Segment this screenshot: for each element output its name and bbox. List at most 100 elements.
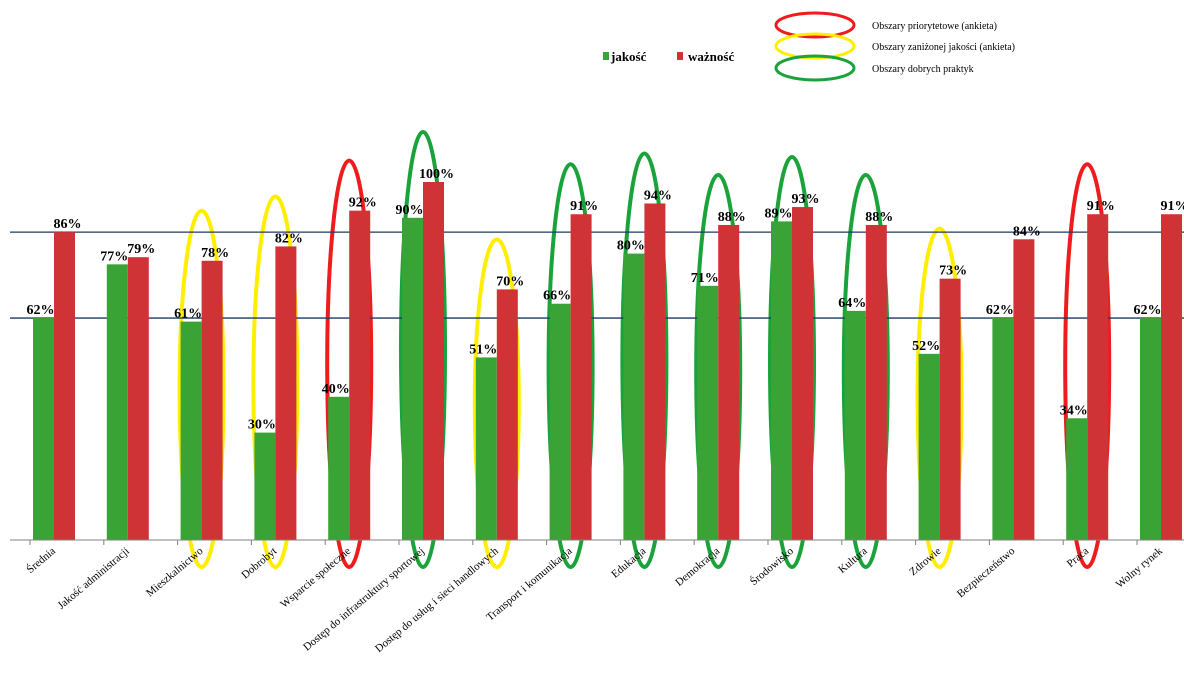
data-label-waznosc-bezpieczenstwo: 84% <box>1013 224 1041 239</box>
bar-waznosc-transport-i-komunikacja <box>570 214 592 540</box>
data-label-jakosc-praca: 34% <box>1060 403 1088 418</box>
legend-oval-green <box>774 54 856 82</box>
category-label-dostep-do-infrastruktury-sportowej: Dostęp do infrastruktury sportowej <box>301 545 427 653</box>
bar-jakosc-dostep-do-infrastruktury-sportowej <box>402 217 423 541</box>
bar-jakosc-dostep-do-uslug-i-sieci-handlowych <box>475 357 497 540</box>
bar-waznosc-jakosc-administracji <box>127 257 149 540</box>
data-label-waznosc-zdrowie: 73% <box>939 264 967 279</box>
bar-waznosc-dostep-do-uslug-i-sieci-handlowych <box>496 289 518 540</box>
category-label-dostep-do-uslug-i-sieci-handlowych: Dostęp do usług i sieci handlowych <box>373 545 501 655</box>
legend-label-waznosc: ważność <box>688 49 734 64</box>
data-label-waznosc-jakosc-administracji: 79% <box>127 242 155 257</box>
legend-swatch-waznosc <box>677 52 683 60</box>
bar-jakosc-jakosc-administracji <box>106 264 128 540</box>
category-label-jakosc-administracji: Jakość administracji <box>55 545 131 612</box>
highlight-ovals <box>177 130 1112 570</box>
bar-waznosc-kultura <box>865 224 887 540</box>
legend-label-good-practice-areas: Obszary dobrych praktyk <box>872 64 974 75</box>
highlight-oval-green-kultura <box>841 172 890 570</box>
legend-oval-red <box>774 11 856 39</box>
highlight-oval-green-demokracja <box>694 172 743 570</box>
data-label-jakosc-demokracja: 71% <box>691 271 719 286</box>
data-label-jakosc-zdrowie: 52% <box>912 339 940 354</box>
data-label-jakosc-transport-i-komunikacja: 66% <box>543 289 571 304</box>
data-label-jakosc-dostep-do-infrastruktury-sportowej: 90% <box>396 203 424 218</box>
category-label-mieszkalnictwo: Mieszkalnictwo <box>144 545 206 600</box>
bar-jakosc-transport-i-komunikacja <box>549 303 571 540</box>
legend-label-jakosc: jakość <box>610 49 647 64</box>
highlight-oval-green-transport-i-komunikacja <box>546 162 595 569</box>
category-label-kultura: Kultura <box>836 545 870 576</box>
bar-waznosc-edukacja <box>644 203 666 541</box>
category-label-srednia: Średnia <box>24 545 58 576</box>
bar-jakosc-wsparcie-spoleczne <box>328 396 350 540</box>
category-label-bezpieczenstwo: Bezpieczeństwo <box>955 545 1018 600</box>
data-label-waznosc-demokracja: 88% <box>718 210 746 225</box>
bar-waznosc-dobrobyt <box>275 246 297 540</box>
bar-waznosc-dostep-do-infrastruktury-sportowej <box>423 182 444 540</box>
data-label-jakosc-jakosc-administracji: 77% <box>100 249 128 264</box>
bar-waznosc-wolny-rynek <box>1161 214 1182 540</box>
legend-swatch-jakosc <box>603 52 609 60</box>
bar-jakosc-dobrobyt <box>254 432 276 540</box>
category-label-edukacja: Edukacja <box>609 545 648 581</box>
bar-waznosc-demokracja <box>718 224 740 540</box>
bar-waznosc-srodowisko <box>792 207 813 540</box>
data-label-jakosc-edukacja: 80% <box>617 239 645 254</box>
highlight-oval-yellow-zdrowie <box>915 226 964 569</box>
highlight-oval-green-edukacja <box>620 151 669 569</box>
highlight-oval-green-dostep-do-infrastruktury-sportowej <box>399 130 447 569</box>
data-label-waznosc-mieszkalnictwo: 78% <box>201 246 229 261</box>
bar-jakosc-wolny-rynek <box>1140 318 1161 540</box>
category-label-zdrowie: Zdrowie <box>907 545 943 578</box>
data-label-jakosc-bezpieczenstwo: 62% <box>986 303 1014 318</box>
category-label-transport-i-komunikacja: Transport i komunikacja <box>484 545 574 624</box>
bar-jakosc-kultura <box>844 310 866 540</box>
bar-jakosc-demokracja <box>697 285 719 540</box>
bar-jakosc-zdrowie <box>918 353 940 540</box>
data-label-waznosc-dostep-do-infrastruktury-sportowej: 100% <box>419 167 454 182</box>
data-label-waznosc-wolny-rynek: 91% <box>1161 199 1184 214</box>
data-label-waznosc-edukacja: 94% <box>644 188 672 203</box>
bars <box>33 182 1182 541</box>
data-label-jakosc-dostep-do-uslug-i-sieci-handlowych: 51% <box>469 342 497 357</box>
bar-jakosc-bezpieczenstwo <box>992 318 1014 540</box>
bar-jakosc-edukacja <box>623 253 645 540</box>
data-label-waznosc-srodowisko: 93% <box>792 192 820 207</box>
highlight-oval-yellow-dobrobyt <box>251 194 300 569</box>
bar-waznosc-praca <box>1087 214 1109 540</box>
data-label-jakosc-wsparcie-spoleczne: 40% <box>322 382 350 397</box>
data-label-jakosc-wolny-rynek: 62% <box>1134 303 1162 318</box>
bar-jakosc-srednia <box>33 318 54 540</box>
data-label-waznosc-wsparcie-spoleczne: 92% <box>349 196 377 211</box>
highlight-oval-yellow-dostep-do-uslug-i-sieci-handlowych <box>472 237 521 570</box>
bar-waznosc-wsparcie-spoleczne <box>349 210 371 540</box>
data-label-jakosc-srodowisko: 89% <box>765 206 793 221</box>
bar-waznosc-mieszkalnictwo <box>201 260 223 540</box>
highlight-oval-red-wsparcie-spoleczne <box>325 158 374 569</box>
data-label-waznosc-dostep-do-uslug-i-sieci-handlowych: 70% <box>496 274 524 289</box>
highlight-oval-green-srodowisko <box>768 155 816 569</box>
bar-jakosc-praca <box>1066 418 1088 540</box>
bar-jakosc-mieszkalnictwo <box>180 321 202 540</box>
bar-jakosc-srodowisko <box>771 221 792 540</box>
data-label-jakosc-kultura: 64% <box>838 296 866 311</box>
data-label-jakosc-srednia: 62% <box>27 303 55 318</box>
legend: jakość ważność Obszary priorytetowe (ank… <box>603 11 1015 82</box>
data-label-jakosc-mieszkalnictwo: 61% <box>174 307 202 322</box>
highlight-oval-red-praca <box>1063 162 1112 569</box>
bar-waznosc-bezpieczenstwo <box>1013 239 1035 540</box>
category-label-wolny-rynek: Wolny rynek <box>1114 545 1166 591</box>
category-label-wsparcie-spoleczne: Wsparcie społeczne <box>278 545 353 611</box>
data-label-waznosc-dobrobyt: 82% <box>275 231 303 246</box>
category-label-dobrobyt: Dobrobyt <box>239 545 279 581</box>
data-label-waznosc-srednia: 86% <box>54 217 82 232</box>
data-label-waznosc-kultura: 88% <box>865 210 893 225</box>
bar-waznosc-zdrowie <box>939 278 961 540</box>
legend-label-low-quality-areas: Obszary zaniżonej jakości (ankieta) <box>872 42 1015 53</box>
bar-waznosc-srednia <box>54 232 75 540</box>
highlight-oval-yellow-mieszkalnictwo <box>177 208 226 569</box>
value-labels: 62% 86% 77% 79% 61% 78% 30% 82% 40% 92% 90% 100% 51%… <box>27 167 1184 433</box>
